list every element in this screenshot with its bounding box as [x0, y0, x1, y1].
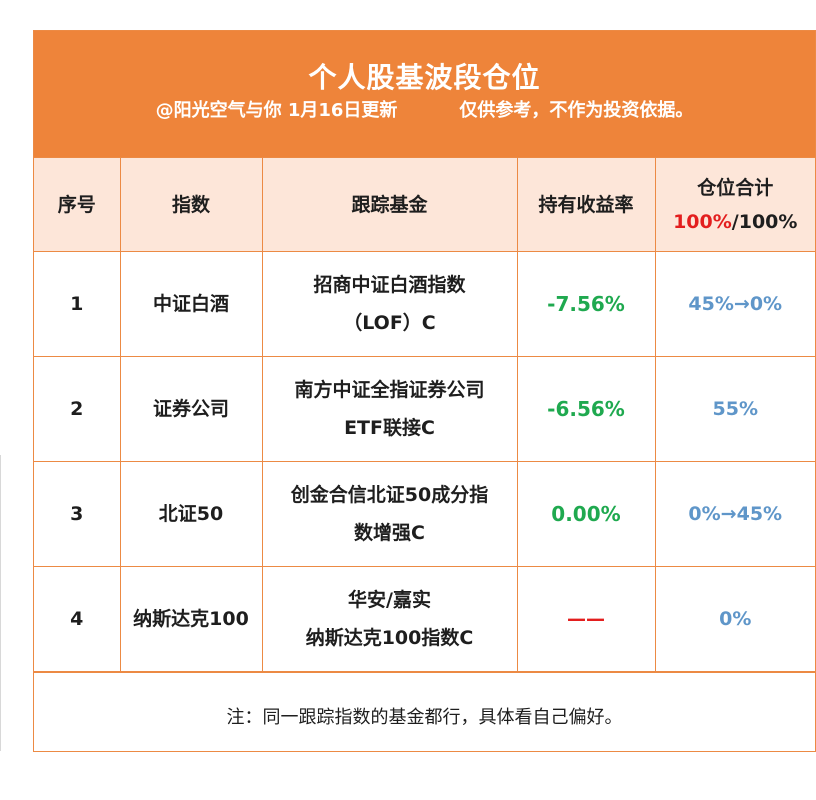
disclaimer: 仅供参考，不作为投资依据。	[459, 100, 694, 121]
fund-name-line2: （LOF）C	[343, 312, 436, 334]
row-number: 4	[34, 566, 121, 672]
header-banner: 个人股基波段仓位 @阳光空气与你 1月16日更新 仅供参考，不作为投资依据。	[34, 31, 815, 158]
fund-name-line1: 招商中证白酒指数	[313, 274, 466, 296]
table-header-row: 序号 指数 跟踪基金 持有收益率 仓位合计 100%/100%	[34, 158, 815, 252]
holding-return: ——	[516, 566, 656, 672]
row-number: 1	[34, 251, 121, 357]
fund-name-line1: 创金合信北证50成分指	[290, 484, 489, 506]
position-value: 0%	[654, 566, 815, 672]
position-separator: /	[731, 210, 739, 233]
position-value: 0%→45%	[654, 461, 815, 567]
fund-name-line2: ETF联接C	[344, 417, 435, 439]
col-header-fund: 跟踪基金	[261, 158, 518, 252]
holding-return: 0.00%	[516, 461, 656, 567]
position-card: 个人股基波段仓位 @阳光空气与你 1月16日更新 仅供参考，不作为投资依据。 序…	[33, 30, 816, 752]
table-row: 3 北证50 创金合信北证50成分指 数增强C 0.00% 0%→45%	[34, 461, 815, 567]
fund-name: 创金合信北证50成分指 数增强C	[261, 461, 518, 567]
col-header-return: 持有收益率	[516, 158, 656, 252]
fund-name-line1: 华安/嘉实	[348, 589, 431, 611]
position-table: 序号 指数 跟踪基金 持有收益率 仓位合计 100%/100% 1 中证白酒 招…	[34, 158, 815, 672]
fund-name: 南方中证全指证券公司 ETF联接C	[261, 356, 518, 462]
footnote: 注：同一跟踪指数的基金都行，具体看自己偏好。	[34, 672, 815, 759]
page-title: 个人股基波段仓位	[308, 61, 541, 94]
position-value: 55%	[654, 356, 815, 462]
position-label: 仓位合计	[697, 176, 774, 199]
index-name: 证券公司	[119, 356, 263, 462]
row-number: 2	[34, 356, 121, 462]
index-name: 纳斯达克100	[119, 566, 263, 672]
author-date: @阳光空气与你 1月16日更新	[155, 100, 398, 121]
table-row: 1 中证白酒 招商中证白酒指数 （LOF）C -7.56% 45%→0%	[34, 251, 815, 357]
page-edge-line	[0, 455, 1, 751]
fund-name-line1: 南方中证全指证券公司	[294, 379, 485, 401]
holding-return: -7.56%	[516, 251, 656, 357]
fund-name-line2: 数增强C	[354, 522, 425, 544]
position-total: 100%/100%	[656, 205, 816, 239]
fund-name-line2: 纳斯达克100指数C	[305, 627, 474, 649]
fund-name: 华安/嘉实 纳斯达克100指数C	[261, 566, 518, 672]
table-row: 4 纳斯达克100 华安/嘉实 纳斯达克100指数C —— 0%	[34, 566, 815, 672]
subtitle: @阳光空气与你 1月16日更新 仅供参考，不作为投资依据。	[34, 99, 815, 123]
row-number: 3	[34, 461, 121, 567]
index-name: 北证50	[119, 461, 263, 567]
position-max: 100%	[738, 210, 798, 233]
position-current: 100%	[673, 210, 732, 233]
col-header-index: 指数	[119, 158, 263, 252]
holding-return: -6.56%	[516, 356, 656, 462]
col-header-position: 仓位合计 100%/100%	[654, 158, 816, 252]
position-value: 45%→0%	[654, 251, 815, 357]
index-name: 中证白酒	[119, 251, 263, 357]
fund-name: 招商中证白酒指数 （LOF）C	[261, 251, 518, 357]
col-header-no: 序号	[34, 158, 121, 252]
table-row: 2 证券公司 南方中证全指证券公司 ETF联接C -6.56% 55%	[34, 356, 815, 462]
